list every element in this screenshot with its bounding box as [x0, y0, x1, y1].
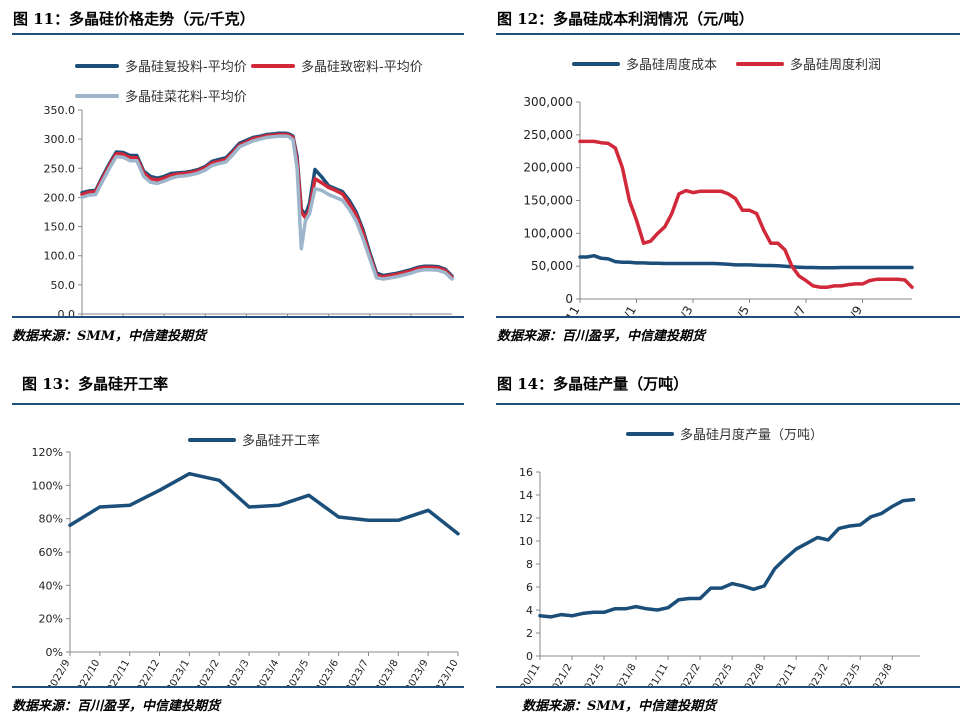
- x-tick-label: 2023/2: [804, 662, 831, 686]
- y-tick-label: 150,000: [523, 194, 573, 208]
- title-rule: [496, 33, 960, 35]
- x-tick-label: 2023/5: [719, 304, 752, 317]
- series-line: [68, 471, 460, 536]
- x-tick-label: 2022/8: [740, 662, 767, 686]
- x-tick-label: 2022/11: [768, 662, 798, 686]
- x-tick-label: 2021/5: [580, 662, 607, 686]
- cost-profit-chart: 0 50,000 100,000 150,000 200,000 250,000 300,0…: [523, 57, 914, 317]
- source-rule: [12, 686, 464, 688]
- x-tick-label: 2023/7: [344, 658, 371, 686]
- x-tick-label: 2022/2: [676, 662, 703, 686]
- legend-label: 多晶硅菜花料-平均价: [125, 89, 247, 105]
- x-tick-label: 2023/5: [284, 658, 311, 686]
- y-tick-label: 150.0: [44, 221, 76, 234]
- x-tick-label: 2021/2: [548, 662, 575, 686]
- x-tick-label: 2021/8: [612, 662, 639, 686]
- x-tick-label: 2023/10: [430, 658, 460, 686]
- source-note-cost-profit: 数据来源：百川盈孚，中信建投期货: [497, 329, 706, 344]
- panel-title-price: 图 11：多晶硅价格走势（元/千克）: [13, 10, 255, 28]
- series-line: [578, 139, 914, 289]
- x-tick-label: 2023/9: [404, 658, 431, 686]
- y-tick-label: 2: [526, 627, 533, 640]
- y-tick-label: 200.0: [44, 191, 76, 204]
- x-tick-label: 2023/8: [868, 662, 895, 686]
- y-tick-label: 250,000: [523, 128, 573, 142]
- y-tick-label: 12: [519, 512, 533, 525]
- x-tick-label: 2022/10: [72, 658, 102, 686]
- y-tick-label: 0%: [46, 646, 63, 659]
- y-tick-label: 80%: [39, 513, 63, 526]
- y-tick-label: 16: [519, 466, 533, 479]
- y-tick-label: 200,000: [523, 161, 573, 175]
- x-tick-label: 2022/5: [708, 662, 735, 686]
- source-note-price: 数据来源：SMM，中信建投期货: [12, 329, 207, 344]
- title-rule: [12, 33, 464, 35]
- x-tick-label: 2021/11: [640, 662, 670, 686]
- y-tick-label: 14: [519, 489, 533, 502]
- panel-title-cost-profit: 图 12：多晶硅成本利润情况（元/吨）: [497, 10, 754, 28]
- x-tick-label: 2022/11: [102, 658, 132, 686]
- y-tick-label: 60%: [39, 546, 63, 559]
- y-tick-label: 300,000: [523, 95, 573, 109]
- y-tick-label: 10: [519, 535, 533, 548]
- y-tick-label: 50,000: [531, 259, 573, 273]
- legend-label: 多晶硅周度利润: [790, 57, 881, 73]
- y-tick-label: 120%: [32, 446, 63, 459]
- x-tick-label: 2023/8: [374, 658, 401, 686]
- x-tick-label: 2023/3: [662, 304, 695, 317]
- y-tick-label: 0.0: [58, 308, 76, 316]
- x-tick-label: 2022/9: [45, 658, 72, 686]
- x-tick-label: 2023/4: [254, 658, 281, 686]
- x-tick-label: 2020/11: [512, 662, 542, 686]
- panel-title-operating-rate: 图 13：多晶硅开工率: [22, 375, 169, 393]
- series-line: [538, 497, 916, 619]
- x-tick-label: 2023/6: [314, 658, 341, 686]
- source-rule: [12, 316, 464, 318]
- y-tick-label: 0: [526, 650, 533, 663]
- operating-rate-chart: 0%20%40%60%80%100%120%2022/9 2022/10 2022/…: [32, 433, 461, 686]
- title-rule: [496, 403, 960, 405]
- series-line: [80, 134, 454, 281]
- x-tick-label: 2023/9: [832, 304, 865, 317]
- x-tick-label: 2022/12: [132, 658, 162, 686]
- source-note-operating-rate: 数据来源：百川盈孚，中信建投期货: [12, 699, 221, 714]
- x-tick-label: 2022/11: [546, 304, 583, 317]
- x-tick-label: 2023/1: [606, 304, 639, 317]
- x-tick-label: 2023/5: [836, 662, 863, 686]
- legend-label: 多晶硅月度产量（万吨）: [680, 427, 823, 443]
- legend-label: 多晶硅复投料-平均价: [125, 59, 247, 75]
- y-tick-label: 20%: [39, 613, 63, 626]
- y-tick-label: 100,000: [523, 226, 573, 240]
- y-tick-label: 40%: [39, 579, 63, 592]
- y-tick-label: 100.0: [44, 250, 76, 263]
- legend-label: 多晶硅致密料-平均价: [301, 59, 423, 75]
- y-tick-label: 6: [526, 581, 533, 594]
- source-rule: [496, 686, 960, 688]
- source-rule: [496, 316, 960, 318]
- y-tick-label: 8: [526, 558, 533, 571]
- y-tick-label: 4: [526, 604, 533, 617]
- legend-label: 多晶硅开工率: [242, 433, 320, 449]
- x-tick-label: 2023/2: [195, 658, 222, 686]
- x-tick-label: 2023/1: [165, 658, 192, 686]
- y-tick-label: 0: [565, 292, 573, 306]
- y-tick-label: 100%: [32, 479, 63, 492]
- price-chart: 0.050.0100.0150.0200.0250.0300.0350.0202…: [44, 59, 454, 316]
- x-tick-label: 2023/3: [225, 658, 252, 686]
- series-line: [80, 131, 454, 278]
- panel-title-output: 图 14：多晶硅产量（万吨）: [497, 375, 689, 393]
- y-tick-label: 350.0: [44, 104, 76, 117]
- title-rule: [12, 403, 464, 405]
- x-tick-label: 2023/7: [775, 304, 808, 317]
- source-note-output: 数据来源：SMM，中信建投期货: [522, 699, 717, 714]
- legend-label: 多晶硅周度成本: [626, 57, 717, 73]
- y-tick-label: 300.0: [44, 133, 76, 146]
- y-tick-label: 50.0: [51, 279, 76, 292]
- y-tick-label: 250.0: [44, 162, 76, 175]
- series-line: [578, 253, 914, 270]
